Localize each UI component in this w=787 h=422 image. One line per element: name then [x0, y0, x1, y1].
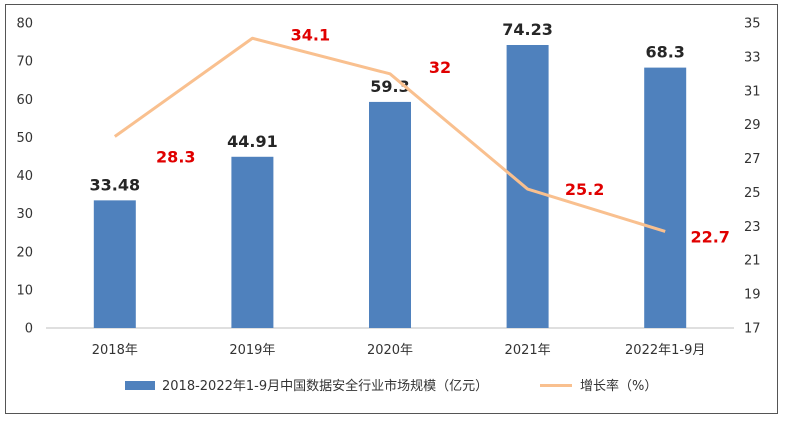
legend-bar-swatch [125, 381, 155, 390]
bar-data-label: 74.23 [502, 20, 553, 39]
bar [506, 44, 549, 329]
bar-data-label: 44.91 [227, 132, 278, 151]
y-left-tick-label: 0 [25, 322, 33, 337]
y-right-tick-label: 23 [744, 220, 761, 235]
bar [231, 156, 274, 328]
bar [644, 67, 687, 328]
x-tick-label: 2018年 [92, 343, 138, 358]
line-data-label: 28.3 [156, 148, 195, 167]
y-left-tick-label: 60 [16, 93, 33, 108]
legend-line-label: 增长率（%） [580, 378, 657, 394]
bar-data-label: 33.48 [89, 175, 140, 194]
y-right-tick-label: 31 [744, 84, 761, 99]
y-left-tick-label: 10 [16, 283, 33, 298]
x-tick-label: 2019年 [229, 343, 275, 358]
legend: 2018-2022年1-9月中国数据安全行业市场规模（亿元） 增长率（%） [125, 378, 657, 394]
y-right-tick-label: 21 [744, 254, 761, 269]
y-right-tick-label: 17 [744, 322, 761, 337]
line-series: 28.3 34.1 32 25.2 22.7 [113, 25, 730, 246]
legend-bar-label: 2018-2022年1-9月中国数据安全行业市场规模（亿元） [162, 378, 488, 394]
y-left-tick-label: 30 [16, 207, 33, 222]
y-right-tick-label: 29 [744, 118, 761, 133]
growth-rate-line [113, 36, 666, 233]
y-left-tick-label: 20 [16, 245, 33, 260]
line-data-label: 25.2 [565, 180, 604, 199]
y-right-tick-label: 35 [744, 17, 761, 32]
y-left-tick-label: 70 [16, 55, 33, 70]
bar [93, 200, 136, 328]
x-tick-label: 2021年 [505, 343, 551, 358]
y-right-tick-label: 19 [744, 288, 761, 303]
x-tick-label: 2022年1-9月 [625, 343, 705, 358]
line-data-label: 34.1 [291, 25, 330, 44]
y-right-tick-label: 25 [744, 186, 761, 201]
y-right-tick-label: 27 [744, 152, 761, 167]
line-data-label: 32 [429, 58, 451, 77]
y-left-tick-label: 80 [16, 17, 33, 32]
bar-data-label: 68.3 [645, 43, 684, 62]
y-left-tick-label: 40 [16, 169, 33, 184]
y-left-tick-label: 50 [16, 131, 33, 146]
line-data-label: 22.7 [690, 227, 729, 246]
axes: 0 10 20 30 40 50 60 70 80 17 19 21 23 25 27 29 31 33 35 201… [16, 17, 760, 359]
x-tick-label: 2020年 [367, 343, 413, 358]
bar [369, 101, 411, 328]
y-right-tick-label: 33 [744, 50, 761, 65]
